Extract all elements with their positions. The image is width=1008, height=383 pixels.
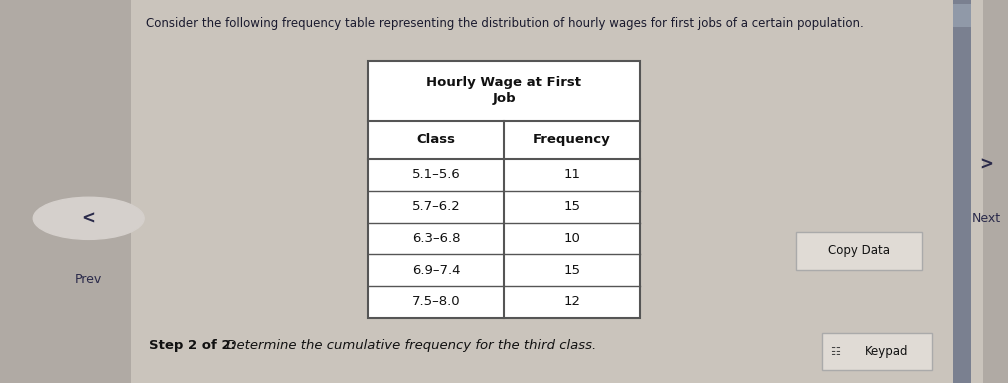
Text: 5.7–6.2: 5.7–6.2 bbox=[411, 200, 461, 213]
Text: Prev: Prev bbox=[75, 273, 103, 286]
Bar bbox=[953, 0, 971, 383]
Text: 12: 12 bbox=[563, 296, 581, 308]
Text: Hourly Wage at First
Job: Hourly Wage at First Job bbox=[426, 77, 582, 105]
Text: Keypad: Keypad bbox=[865, 345, 909, 358]
Bar bbox=[368, 61, 640, 318]
Bar bbox=[131, 0, 983, 383]
Text: <: < bbox=[82, 210, 96, 227]
Text: 11: 11 bbox=[563, 169, 581, 181]
Text: Next: Next bbox=[972, 212, 1000, 225]
Text: 10: 10 bbox=[563, 232, 581, 245]
Text: Frequency: Frequency bbox=[533, 133, 611, 146]
Text: Determine the cumulative frequency for the third class.: Determine the cumulative frequency for t… bbox=[222, 339, 596, 352]
Text: 6.3–6.8: 6.3–6.8 bbox=[411, 232, 461, 245]
Text: 6.9–7.4: 6.9–7.4 bbox=[411, 264, 461, 277]
Text: Step 2 of 2:: Step 2 of 2: bbox=[149, 339, 236, 352]
FancyBboxPatch shape bbox=[796, 232, 922, 270]
Text: >: > bbox=[979, 156, 993, 173]
Text: Consider the following frequency table representing the distribution of hourly w: Consider the following frequency table r… bbox=[146, 17, 864, 30]
Text: 15: 15 bbox=[563, 264, 581, 277]
Text: Copy Data: Copy Data bbox=[829, 244, 890, 257]
Text: ☷: ☷ bbox=[830, 347, 840, 357]
Text: 5.1–5.6: 5.1–5.6 bbox=[411, 169, 461, 181]
Text: 15: 15 bbox=[563, 200, 581, 213]
Circle shape bbox=[33, 197, 144, 239]
FancyBboxPatch shape bbox=[822, 333, 932, 370]
Text: 7.5–8.0: 7.5–8.0 bbox=[411, 296, 461, 308]
Text: Class: Class bbox=[416, 133, 456, 146]
Bar bbox=[953, 4, 971, 27]
